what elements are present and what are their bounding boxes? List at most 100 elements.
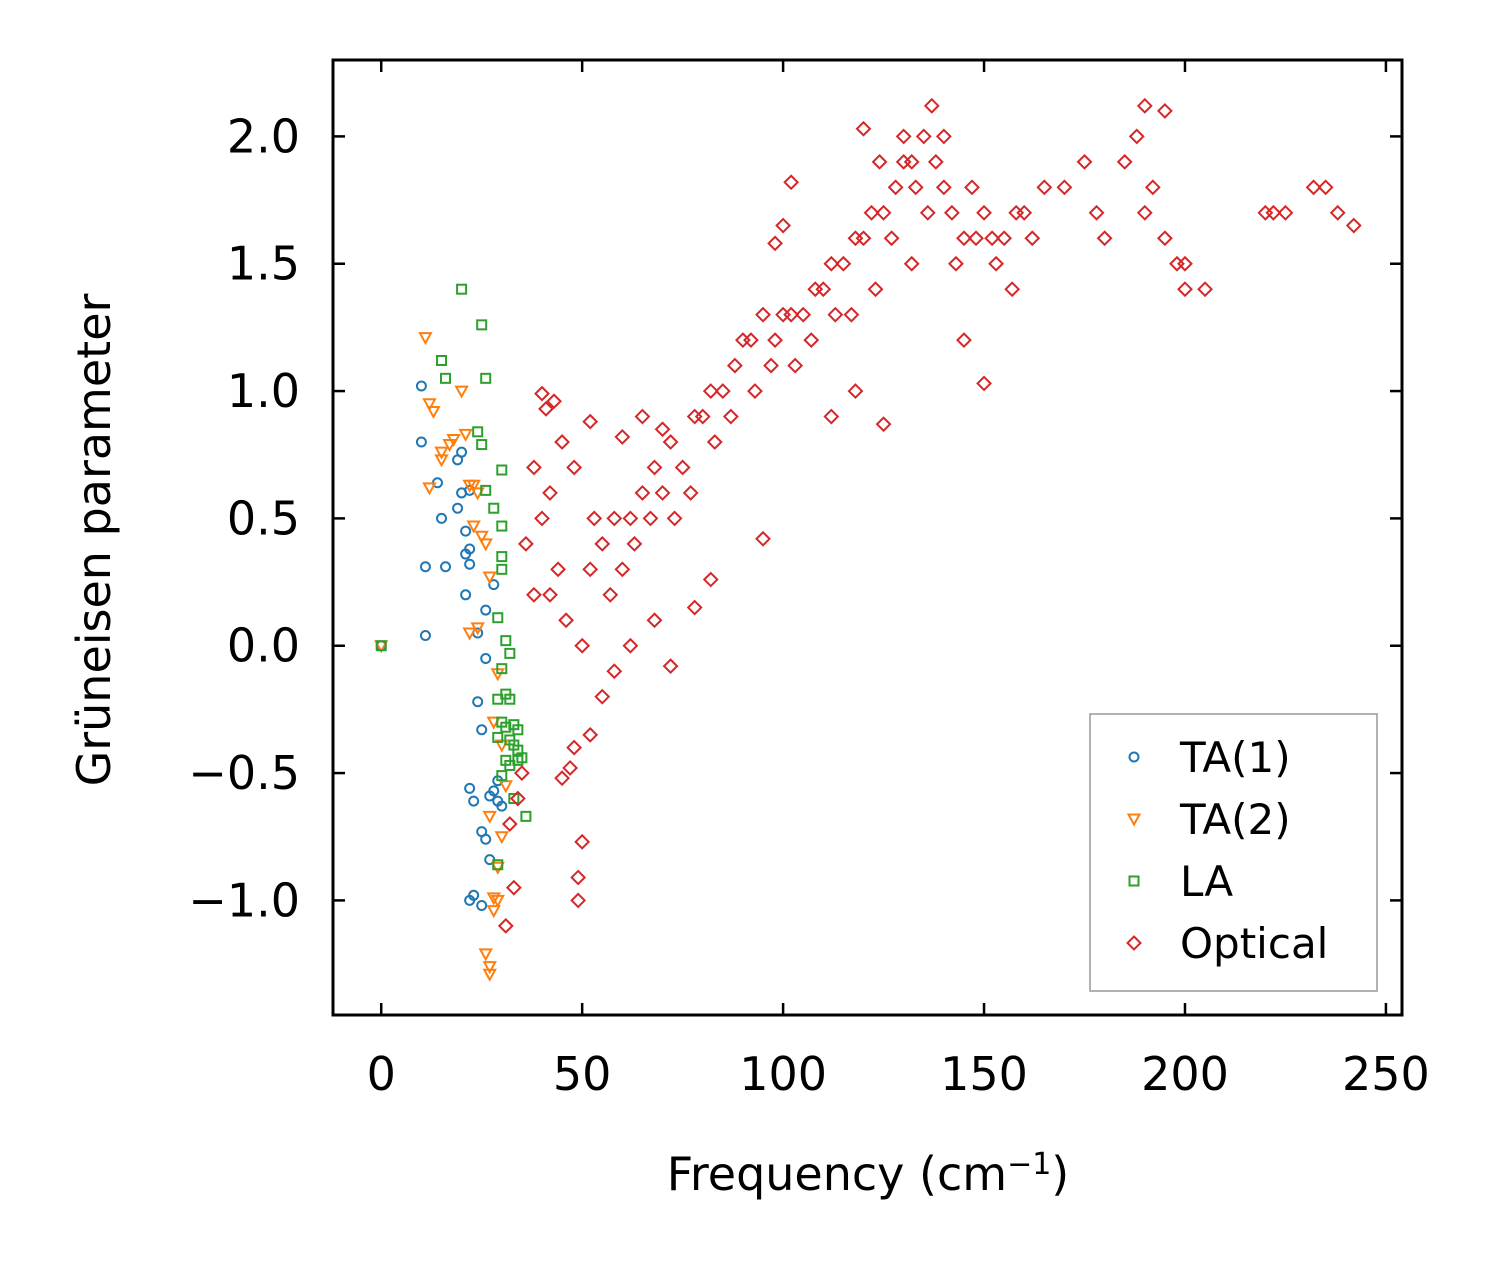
legend-label: TA(1)	[1179, 733, 1291, 782]
data-point	[512, 724, 524, 736]
data-point	[422, 482, 437, 496]
legend-label: LA	[1180, 857, 1233, 906]
y-tick-label: −1.0	[188, 873, 300, 927]
data-point	[755, 306, 771, 323]
data-point	[582, 726, 599, 743]
data-point	[497, 917, 514, 934]
data-point	[755, 530, 771, 547]
data-point	[476, 724, 488, 736]
legend-marker	[1128, 875, 1140, 887]
data-point	[486, 905, 501, 919]
data-point	[570, 892, 587, 909]
data-point	[976, 375, 992, 392]
data-point	[1177, 281, 1193, 298]
data-point	[582, 561, 599, 578]
data-point	[472, 696, 484, 708]
data-point	[622, 637, 639, 654]
data-point	[1177, 255, 1193, 272]
data-point	[927, 153, 944, 170]
x-tick-label: 250	[1342, 1047, 1430, 1101]
legend-marker	[1126, 813, 1142, 827]
data-point	[614, 428, 631, 445]
data-point	[1156, 230, 1173, 247]
x-tick-label: 150	[940, 1047, 1028, 1101]
data-point	[835, 255, 852, 272]
data-point	[452, 502, 464, 514]
data-point	[496, 800, 508, 812]
data-point	[847, 383, 864, 399]
data-point	[694, 408, 711, 425]
y-axis: −1.0 −0.5 0.0 0.5 1.0 1.5 2.0	[188, 109, 1402, 927]
data-point	[875, 204, 892, 221]
data-point	[594, 535, 611, 552]
data-point	[622, 510, 639, 527]
data-point	[996, 230, 1013, 247]
data-point	[498, 780, 513, 794]
data-point	[488, 579, 500, 591]
data-point	[434, 454, 449, 468]
data-point	[1156, 103, 1173, 119]
data-point	[538, 400, 554, 417]
data-point	[436, 355, 448, 367]
legend-marker	[1128, 751, 1140, 763]
plot-frame	[331, 58, 1404, 1017]
data-point	[634, 485, 651, 501]
x-tick-label: 200	[1141, 1047, 1229, 1101]
data-point	[606, 510, 623, 527]
data-point	[492, 731, 504, 743]
data-point	[490, 894, 505, 908]
data-point	[795, 306, 812, 323]
data-point	[1144, 179, 1161, 196]
data-point	[863, 204, 880, 221]
data-point	[935, 128, 952, 145]
data-point	[895, 128, 912, 145]
data-point	[887, 179, 904, 196]
data-point	[947, 255, 964, 272]
data-point	[586, 510, 603, 527]
data-point	[626, 535, 643, 552]
series-optical	[497, 97, 1362, 934]
data-point	[807, 281, 824, 298]
data-point	[1345, 217, 1362, 234]
data-point	[1128, 128, 1145, 145]
y-tick-label: −0.5	[188, 746, 300, 800]
data-point	[482, 810, 497, 824]
data-point	[426, 405, 441, 420]
data-point	[726, 357, 743, 374]
data-point	[682, 485, 699, 501]
data-point	[492, 859, 504, 871]
data-point	[476, 319, 488, 331]
data-point	[915, 128, 932, 145]
data-point	[534, 510, 550, 527]
data-point	[566, 459, 583, 476]
data-point	[440, 372, 452, 384]
data-point	[476, 899, 488, 911]
data-point	[1317, 179, 1334, 196]
data-point	[375, 640, 387, 652]
data-point	[1305, 179, 1322, 196]
data-point	[546, 393, 562, 410]
data-point	[1096, 230, 1113, 247]
series-ta-2	[374, 332, 513, 982]
data-point	[1136, 204, 1153, 221]
data-point	[662, 434, 679, 450]
data-point	[763, 357, 779, 374]
data-point	[903, 255, 920, 272]
data-point	[513, 765, 530, 781]
data-point	[847, 230, 864, 247]
data-point	[505, 879, 522, 896]
data-point	[783, 306, 800, 323]
data-point	[1056, 179, 1073, 196]
data-point	[646, 612, 663, 629]
data-point	[614, 561, 631, 578]
data-point	[686, 408, 703, 425]
data-point	[442, 439, 457, 453]
data-point	[1036, 179, 1053, 196]
data-point	[706, 434, 723, 450]
data-point	[504, 693, 516, 705]
data-point	[456, 283, 468, 295]
data-point	[446, 433, 461, 448]
data-point	[1116, 153, 1133, 170]
data-point	[554, 770, 570, 787]
